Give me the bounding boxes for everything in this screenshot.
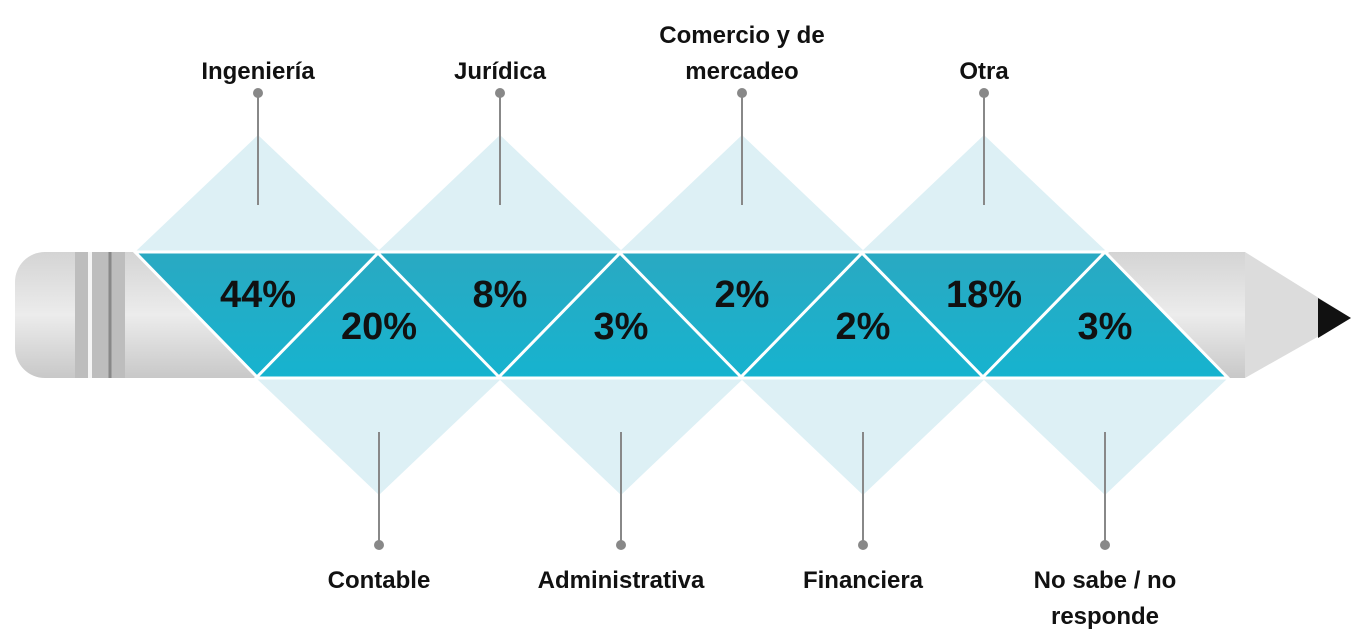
infographic: Ingeniería44%Contable20%Jurídica8%Admini… <box>0 0 1351 636</box>
item-label: Comercio y de mercadeo <box>627 18 857 90</box>
connector-dot <box>858 540 868 550</box>
item-label: Financiera <box>748 563 978 599</box>
item-label: No sabe / no responde <box>990 563 1220 635</box>
connector-dot <box>1100 540 1110 550</box>
item-label: Administrativa <box>506 563 736 599</box>
ferrule <box>75 252 125 378</box>
item-value: 3% <box>1025 306 1185 349</box>
item-label: Ingeniería <box>143 54 373 90</box>
pencil-lead <box>1318 298 1351 338</box>
item-label: Otra <box>869 54 1099 90</box>
item-label: Contable <box>264 563 494 599</box>
connector-dot <box>616 540 626 550</box>
item-label: Jurídica <box>385 54 615 90</box>
connector-dot <box>374 540 384 550</box>
